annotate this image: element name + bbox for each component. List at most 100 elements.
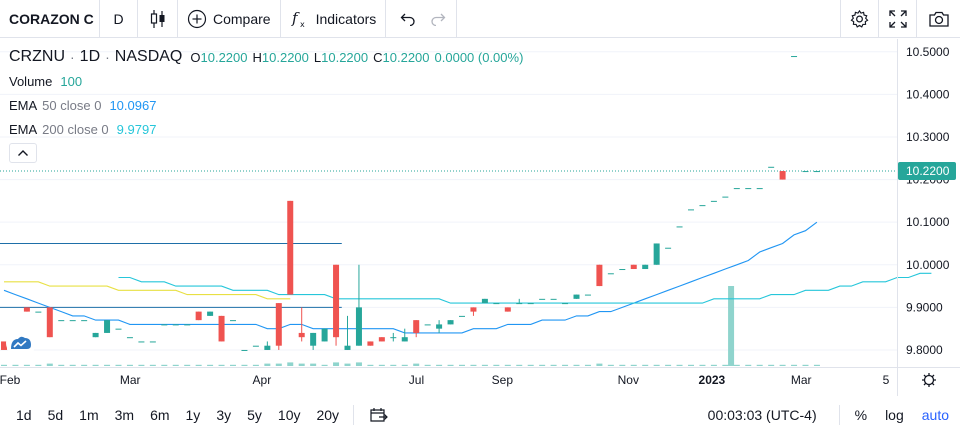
candle-body bbox=[115, 328, 122, 330]
candle bbox=[665, 247, 672, 249]
time-tick-label: Sep bbox=[492, 373, 514, 387]
candle-body bbox=[733, 188, 740, 190]
volume-bar bbox=[184, 364, 191, 366]
tradingview-logo[interactable] bbox=[6, 330, 36, 356]
volume-bar bbox=[802, 364, 809, 366]
gear-small-teeth bbox=[922, 373, 936, 387]
candle-body bbox=[207, 311, 214, 316]
volume-bar bbox=[46, 363, 53, 366]
candle bbox=[447, 320, 454, 325]
log-scale-toggle[interactable]: log bbox=[885, 406, 904, 423]
candle bbox=[470, 307, 477, 316]
compare-button[interactable]: Compare bbox=[178, 0, 281, 38]
yellow-line bbox=[4, 281, 291, 300]
candle-body bbox=[92, 332, 99, 338]
settings-button[interactable] bbox=[840, 0, 878, 38]
candle bbox=[436, 320, 443, 333]
goto-date-button[interactable] bbox=[360, 407, 398, 423]
volume-bar bbox=[607, 364, 614, 366]
fullscreen-icon bbox=[888, 10, 907, 28]
range-10y-button[interactable]: 10y bbox=[277, 406, 301, 423]
axis-settings-button[interactable] bbox=[922, 373, 936, 387]
snapshot-button[interactable] bbox=[916, 0, 960, 38]
price-tick-label: 10.3000 bbox=[906, 130, 950, 144]
range-20y-button[interactable]: 20y bbox=[316, 406, 340, 423]
legend-high-value: 10.2200 bbox=[261, 49, 309, 65]
candle-body bbox=[710, 200, 717, 202]
range-3y-button[interactable]: 3y bbox=[216, 406, 232, 423]
candle bbox=[23, 307, 30, 312]
volume-bar bbox=[35, 364, 42, 366]
legend-ema50-row[interactable]: EMA 50 close 0 10.0967 bbox=[9, 93, 523, 117]
candle bbox=[35, 311, 42, 313]
volume-bar bbox=[230, 364, 236, 366]
time-axis[interactable]: Feb Mar Apr Jul Sep Nov 2023 Mar 5 bbox=[0, 373, 890, 387]
candle bbox=[355, 264, 362, 346]
candle bbox=[562, 303, 569, 305]
candle bbox=[596, 264, 603, 287]
undo-button[interactable] bbox=[386, 0, 422, 38]
time-tick-label: 2023 bbox=[699, 373, 726, 387]
volume-bar bbox=[58, 364, 65, 366]
candle bbox=[676, 226, 683, 228]
candle bbox=[287, 200, 294, 295]
candle-body bbox=[584, 294, 591, 296]
volume-bar bbox=[81, 364, 88, 366]
range-6m-button[interactable]: 6m bbox=[150, 406, 170, 423]
ema50-indicator-name: EMA bbox=[9, 97, 38, 113]
camera-icon bbox=[928, 11, 949, 27]
interval-button[interactable]: D bbox=[100, 0, 138, 38]
candle-body bbox=[573, 294, 580, 299]
legend-volume-row[interactable]: Volume 100 bbox=[9, 69, 523, 93]
candle-body bbox=[264, 345, 271, 350]
volume-bar bbox=[722, 364, 729, 366]
range-1d-button[interactable]: 1d bbox=[16, 406, 32, 423]
volume-bar bbox=[275, 363, 282, 366]
redo-button[interactable] bbox=[422, 0, 458, 38]
price-chart[interactable]: 10.500010.400010.300010.200010.100010.00… bbox=[0, 39, 960, 396]
candle-body bbox=[172, 324, 179, 326]
candle-body bbox=[665, 247, 672, 249]
candle-body bbox=[424, 324, 431, 326]
volume-bar bbox=[768, 364, 775, 366]
volume-bar bbox=[161, 364, 168, 366]
candle bbox=[539, 298, 546, 300]
ema50-indicator-params: 50 close 0 bbox=[42, 97, 102, 113]
range-5d-button[interactable]: 5d bbox=[47, 406, 64, 423]
candle-body bbox=[321, 328, 328, 342]
volume-bar bbox=[401, 364, 408, 366]
range-1y-button[interactable]: 1y bbox=[185, 406, 201, 423]
ema200-indicator-params: 200 close 0 bbox=[42, 121, 109, 137]
candle bbox=[768, 166, 775, 168]
symbol-search-button[interactable]: CORAZON C bbox=[0, 0, 100, 38]
range-3m-button[interactable]: 3m bbox=[114, 406, 135, 423]
volume-bar bbox=[207, 364, 214, 366]
timezone-clock[interactable]: 00:03:03 (UTC-4) bbox=[707, 406, 817, 423]
candle-body bbox=[779, 171, 786, 180]
candle bbox=[573, 294, 580, 299]
range-5y-button[interactable]: 5y bbox=[247, 406, 262, 423]
price-axis[interactable]: 10.500010.400010.300010.200010.100010.00… bbox=[898, 45, 956, 357]
undo-icon bbox=[400, 13, 415, 26]
candle-body bbox=[722, 196, 729, 198]
volume-bar bbox=[23, 364, 30, 366]
range-1m-button[interactable]: 1m bbox=[79, 406, 99, 423]
auto-scale-toggle[interactable]: auto bbox=[921, 406, 949, 423]
percent-scale-toggle[interactable]: % bbox=[854, 406, 868, 423]
candle-body bbox=[676, 226, 683, 228]
top-toolbar: CORAZON C D Compare f x Indicators bbox=[0, 0, 960, 38]
candle-body bbox=[413, 320, 420, 333]
chart-type-button[interactable] bbox=[138, 0, 178, 38]
fullscreen-button[interactable] bbox=[878, 0, 916, 38]
volume-bars bbox=[1, 286, 820, 366]
candle bbox=[493, 303, 500, 305]
volume-bar bbox=[493, 364, 500, 366]
candle-body bbox=[642, 264, 649, 270]
indicators-button[interactable]: f x Indicators bbox=[281, 0, 387, 38]
legend-ema200-row[interactable]: EMA 200 close 0 9.9797 bbox=[9, 117, 523, 141]
candle-body bbox=[791, 56, 798, 58]
volume-bar bbox=[733, 364, 740, 366]
legend-collapse-button[interactable] bbox=[9, 143, 37, 163]
volume-bar bbox=[378, 364, 385, 366]
